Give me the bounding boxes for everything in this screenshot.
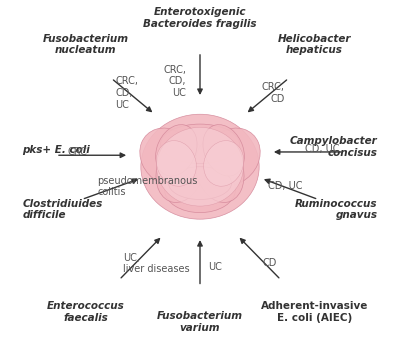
Ellipse shape [156,141,196,186]
Text: CRC,
CD,
UC: CRC, CD, UC [163,65,186,98]
Text: Fusobacterium
varium: Fusobacterium varium [157,311,243,333]
Text: pseudomembranous
colitis: pseudomembranous colitis [98,175,198,197]
Ellipse shape [168,167,232,200]
Ellipse shape [196,137,244,203]
Ellipse shape [157,128,243,206]
Text: Enterococcus
faecalis: Enterococcus faecalis [47,301,124,323]
Text: CRC,
CD: CRC, CD [262,82,285,104]
Text: Clostridiuides
difficile: Clostridiuides difficile [22,199,103,220]
Text: CD: CD [262,258,277,269]
Ellipse shape [156,125,197,176]
Text: Ruminococcus
gnavus: Ruminococcus gnavus [295,199,378,220]
Text: UC,
liver diseases: UC, liver diseases [123,253,190,274]
Ellipse shape [204,141,244,186]
Text: Fusobacterium
nucleatum: Fusobacterium nucleatum [43,34,129,55]
Ellipse shape [203,125,244,176]
Text: Enterotoxigenic
Bacteroides fragilis: Enterotoxigenic Bacteroides fragilis [143,7,257,29]
Text: CD, UC: CD, UC [305,144,340,154]
Text: CRC,
CD,
UC: CRC, CD, UC [115,76,138,109]
Ellipse shape [140,128,197,186]
Text: CRC: CRC [68,147,88,157]
Ellipse shape [164,167,236,212]
Text: Campylobacter
concisus: Campylobacter concisus [290,136,378,158]
Text: pks+ E. coli: pks+ E. coli [22,145,90,155]
Ellipse shape [160,124,240,164]
Text: Adherent-invasive
E. coli (AIEC): Adherent-invasive E. coli (AIEC) [261,301,368,323]
Ellipse shape [141,114,259,219]
Text: UC: UC [208,262,222,272]
Ellipse shape [203,128,260,186]
Text: CD, UC: CD, UC [268,182,302,191]
Ellipse shape [156,137,204,203]
Text: Helicobacter
hepaticus: Helicobacter hepaticus [278,34,351,55]
